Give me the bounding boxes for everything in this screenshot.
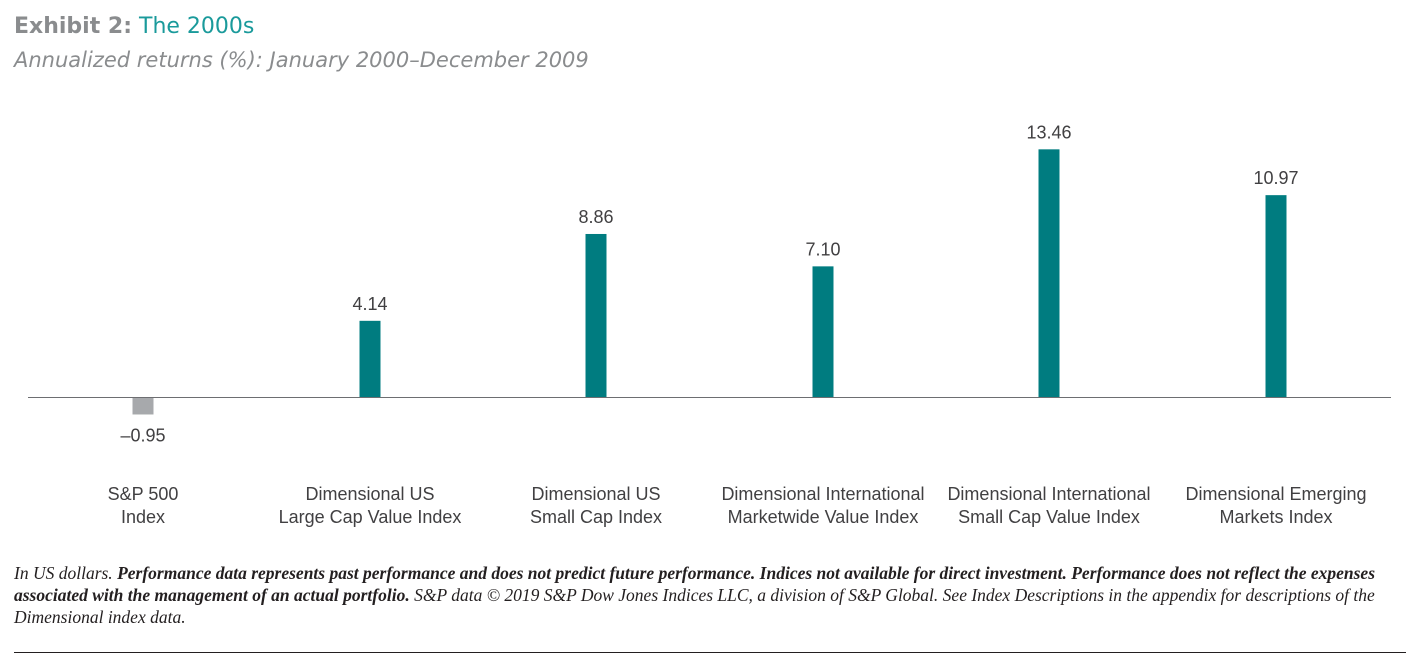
data-label-4: 13.46 xyxy=(1026,122,1071,142)
category-label-line: Dimensional International xyxy=(947,484,1150,504)
category-label-1: Dimensional US Large Cap Value Index xyxy=(279,484,462,527)
bar-1 xyxy=(359,320,381,397)
category-label-line: Index xyxy=(121,507,165,527)
data-label-1: 4.14 xyxy=(352,294,387,314)
category-label-2: Dimensional US Small Cap Index xyxy=(530,484,662,527)
category-label-line: Markets Index xyxy=(1219,507,1332,527)
category-label-line: Dimensional Emerging xyxy=(1185,484,1366,504)
data-label-2: 8.86 xyxy=(578,207,613,227)
category-label-line: Dimensional International xyxy=(721,484,924,504)
category-label-line: S&P 500 xyxy=(108,484,179,504)
chart-title-lead: Exhibit 2: xyxy=(14,14,132,39)
footnote-source: S&P data © 2019 S&P Dow Jones Indices LL… xyxy=(14,585,1375,627)
bar-chart: –0.95 4.14 8.86 7.10 13.46 10.97 S&P 500 Index D… xyxy=(28,122,1391,527)
data-label-0: –0.95 xyxy=(120,425,165,445)
footnote-disclaimer: Performance data represents past perform… xyxy=(14,563,1376,605)
chart-title-accent: The 2000s xyxy=(139,14,255,39)
category-label-line: Dimensional US xyxy=(305,484,434,504)
data-label-3: 7.10 xyxy=(805,239,840,259)
footnote: In US dollars. Performance data represen… xyxy=(14,562,1399,628)
chart-title: Exhibit 2: The 2000s xyxy=(14,14,254,39)
category-label-line: Large Cap Value Index xyxy=(279,507,462,527)
category-label-line: Small Cap Index xyxy=(530,507,662,527)
data-label-5: 10.97 xyxy=(1253,168,1298,188)
category-label-5: Dimensional Emerging Markets Index xyxy=(1185,484,1366,527)
category-label-line: Small Cap Value Index xyxy=(958,507,1140,527)
category-label-line: Dimensional US xyxy=(531,484,660,504)
bar-0 xyxy=(132,397,154,415)
chart-subtitle: Annualized returns (%): January 2000–Dec… xyxy=(14,48,589,72)
category-label-4: Dimensional International Small Cap Value… xyxy=(947,484,1150,527)
category-label-0: S&P 500 Index xyxy=(108,484,179,527)
category-label-3: Dimensional International Marketwide Valu… xyxy=(721,484,924,527)
bar-3 xyxy=(812,266,834,397)
bottom-divider xyxy=(14,652,1406,653)
footnote-intro: In US dollars. xyxy=(14,563,118,583)
bar-2 xyxy=(585,233,607,397)
bar-4 xyxy=(1038,149,1060,397)
category-label-line: Marketwide Value Index xyxy=(728,507,919,527)
bar-5 xyxy=(1265,195,1287,397)
